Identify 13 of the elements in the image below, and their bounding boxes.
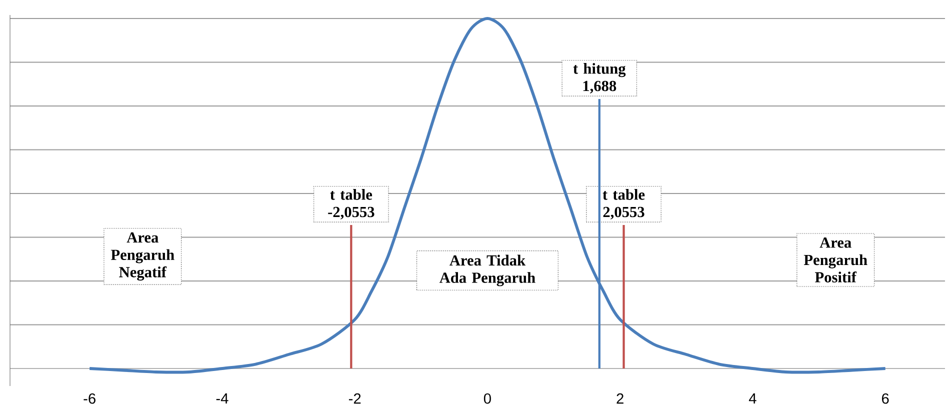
ref-line-label: t hitung 1,688 [573, 63, 626, 94]
ref-line-label: t table 2,0553 [602, 189, 645, 220]
x-tick-label: -6 [84, 393, 96, 404]
x-tick-label: 0 [484, 393, 491, 404]
annotation: Area Pengaruh Negatif [110, 232, 174, 281]
x-tick-label: 2 [616, 393, 624, 404]
x-tick-label: -4 [216, 393, 228, 404]
x-tick-label: 6 [882, 393, 889, 404]
annotation: Area Tidak Ada Pengaruh [439, 254, 536, 286]
ref-line-label: t table -2,0553 [328, 189, 374, 220]
x-tick-label: 4 [748, 393, 756, 404]
annotation: Area Pengaruh Positif [804, 238, 868, 282]
x-tick-label: -2 [348, 393, 361, 404]
